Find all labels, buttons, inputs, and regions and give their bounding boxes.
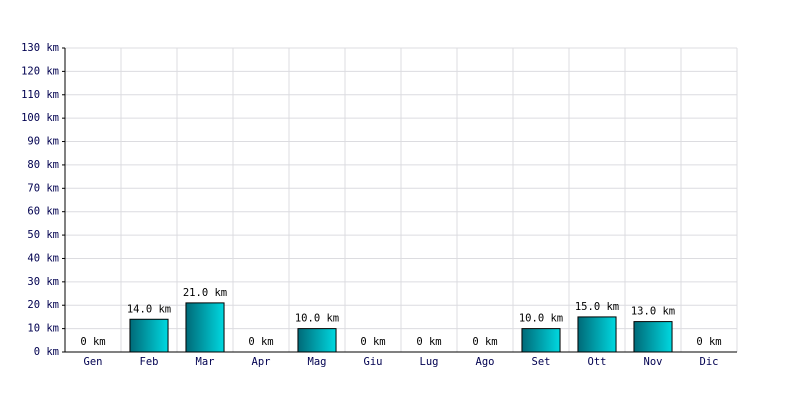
x-tick-label: Feb: [140, 356, 159, 368]
y-tick-label: 130 km: [21, 42, 59, 54]
y-tick-label: 30 km: [27, 276, 59, 288]
y-tick-label: 80 km: [27, 159, 59, 171]
y-tick-label: 50 km: [27, 229, 59, 241]
y-tick-label: 120 km: [21, 65, 59, 77]
value-label: 15.0 km: [575, 301, 619, 313]
x-tick-label: Gen: [84, 356, 103, 368]
x-tick-label: Nov: [644, 356, 663, 368]
value-label: 0 km: [80, 336, 105, 348]
value-label: 10.0 km: [295, 313, 339, 325]
bar: [633, 321, 673, 353]
y-tick-label: 40 km: [27, 252, 59, 264]
y-tick-label: 70 km: [27, 182, 59, 194]
bar: [577, 316, 617, 353]
x-tick-label: Apr: [252, 356, 271, 368]
value-label: 21.0 km: [183, 287, 227, 299]
x-tick-label: Ago: [476, 356, 495, 368]
x-tick-label: Dic: [700, 356, 719, 368]
y-tick-label: 90 km: [27, 136, 59, 148]
bar: [129, 318, 169, 353]
y-tick-label: 20 km: [27, 299, 59, 311]
x-tick-label: Giu: [364, 356, 383, 368]
y-tick-label: 110 km: [21, 89, 59, 101]
bar: [297, 328, 337, 353]
value-label: 10.0 km: [519, 313, 563, 325]
value-label: 0 km: [416, 336, 441, 348]
value-label: 0 km: [696, 336, 721, 348]
y-tick-label: 100 km: [21, 112, 59, 124]
value-label: 0 km: [472, 336, 497, 348]
value-label: 13.0 km: [631, 306, 675, 318]
bar: [185, 302, 225, 353]
x-tick-label: Ott: [588, 356, 607, 368]
y-tick-label: 60 km: [27, 206, 59, 218]
value-label: 14.0 km: [127, 303, 171, 315]
x-tick-label: Lug: [420, 356, 439, 368]
x-tick-label: Mag: [308, 356, 327, 368]
x-tick-label: Set: [532, 356, 551, 368]
bar: [521, 328, 561, 353]
value-label: 0 km: [360, 336, 385, 348]
x-tick-label: Mar: [196, 356, 215, 368]
y-tick-label: 10 km: [27, 323, 59, 335]
value-label: 0 km: [248, 336, 273, 348]
y-tick-label: 0 km: [34, 346, 59, 358]
